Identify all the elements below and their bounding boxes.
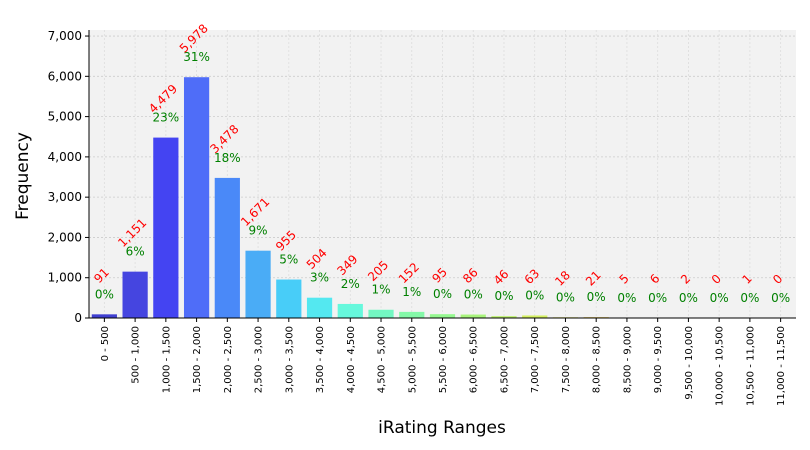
percent-label: 2% xyxy=(341,277,360,291)
bar xyxy=(460,314,486,318)
bar xyxy=(399,311,425,318)
percent-label: 0% xyxy=(494,289,513,303)
axes: 0 1,000 2,000 3,000 4,000 5,000 6,000 7,000 0 - … xyxy=(48,29,796,406)
bar xyxy=(429,314,456,318)
percent-label: 18% xyxy=(214,151,241,165)
x-tick-label: 11,000 - 11,500 xyxy=(776,326,787,406)
percent-label: 0% xyxy=(771,291,790,305)
percent-label: 0% xyxy=(679,291,698,305)
percent-label: 0% xyxy=(95,287,114,301)
x-tick-label: 4,000 - 4,500 xyxy=(346,326,357,393)
x-tick-label: 6,500 - 7,000 xyxy=(499,326,510,393)
percent-label: 0% xyxy=(556,290,575,304)
percent-label: 0% xyxy=(587,290,606,304)
y-tick-label: 7,000 xyxy=(48,29,82,43)
percent-label: 0% xyxy=(710,291,729,305)
percent-label: 0% xyxy=(648,291,667,305)
x-tick-label: 10,500 - 11,000 xyxy=(745,326,756,406)
bar xyxy=(91,314,117,318)
percent-label: 9% xyxy=(249,224,268,238)
x-tick-label: 0 - 500 xyxy=(100,326,111,361)
bar xyxy=(214,177,240,318)
percent-label: 0% xyxy=(433,287,452,301)
bar xyxy=(522,315,548,318)
bar xyxy=(491,316,517,318)
x-tick-label: 5,000 - 5,500 xyxy=(407,326,418,393)
percent-label: 1% xyxy=(402,285,421,299)
bar xyxy=(183,77,210,319)
y-tick-label: 1,000 xyxy=(48,271,82,285)
x-tick-label: 1,000 - 1,500 xyxy=(161,326,172,393)
x-tick-label: 4,500 - 5,000 xyxy=(377,326,388,393)
percent-label: 0% xyxy=(740,291,759,305)
y-tick-label: 2,000 xyxy=(48,230,82,244)
bars xyxy=(91,77,763,319)
percent-label: 0% xyxy=(525,288,544,302)
percent-label: 5% xyxy=(279,253,298,267)
percent-label: 23% xyxy=(153,111,180,125)
bar xyxy=(153,137,179,318)
y-tick-label: 5,000 xyxy=(48,110,82,124)
x-tick-label: 500 - 1,000 xyxy=(131,326,142,384)
percent-label: 31% xyxy=(183,50,210,64)
y-tick-label: 0 xyxy=(74,311,82,325)
percent-label: 6% xyxy=(126,245,145,259)
x-tick-label: 9,500 - 10,000 xyxy=(684,326,695,400)
y-tick-label: 4,000 xyxy=(48,150,82,164)
bar xyxy=(276,279,302,318)
x-tick-label: 8,000 - 8,500 xyxy=(592,326,603,393)
x-tick-label: 9,000 - 9,500 xyxy=(653,326,664,393)
x-tick-label: 3,000 - 3,500 xyxy=(284,326,295,393)
x-tick-label: 2,500 - 3,000 xyxy=(254,326,265,393)
y-axis-label: Frequency xyxy=(13,132,33,220)
x-tick-label: 3,500 - 4,000 xyxy=(315,326,326,393)
x-tick-label: 7,500 - 8,000 xyxy=(561,326,572,393)
x-axis-label: iRating Ranges xyxy=(378,418,506,438)
percent-label: 1% xyxy=(371,283,390,297)
bar xyxy=(245,250,271,318)
x-tick-label: 2,000 - 2,500 xyxy=(223,326,234,393)
y-tick-label: 6,000 xyxy=(48,69,82,83)
bar xyxy=(337,303,363,318)
x-tick-label: 5,500 - 6,000 xyxy=(438,326,449,393)
bar xyxy=(306,297,333,318)
percent-label: 0% xyxy=(464,288,483,302)
y-tick-label: 3,000 xyxy=(48,190,82,204)
bar xyxy=(122,271,148,318)
x-tick-label: 6,000 - 6,500 xyxy=(469,326,480,393)
x-tick-label: 8,500 - 9,000 xyxy=(622,326,633,393)
x-tick-label: 7,000 - 7,500 xyxy=(530,326,541,393)
x-tick-label: 10,000 - 10,500 xyxy=(715,326,726,406)
bar xyxy=(368,309,394,318)
percent-label: 3% xyxy=(310,271,329,285)
percent-label: 0% xyxy=(617,291,636,305)
x-tick-label: 1,500 - 2,000 xyxy=(192,326,203,393)
